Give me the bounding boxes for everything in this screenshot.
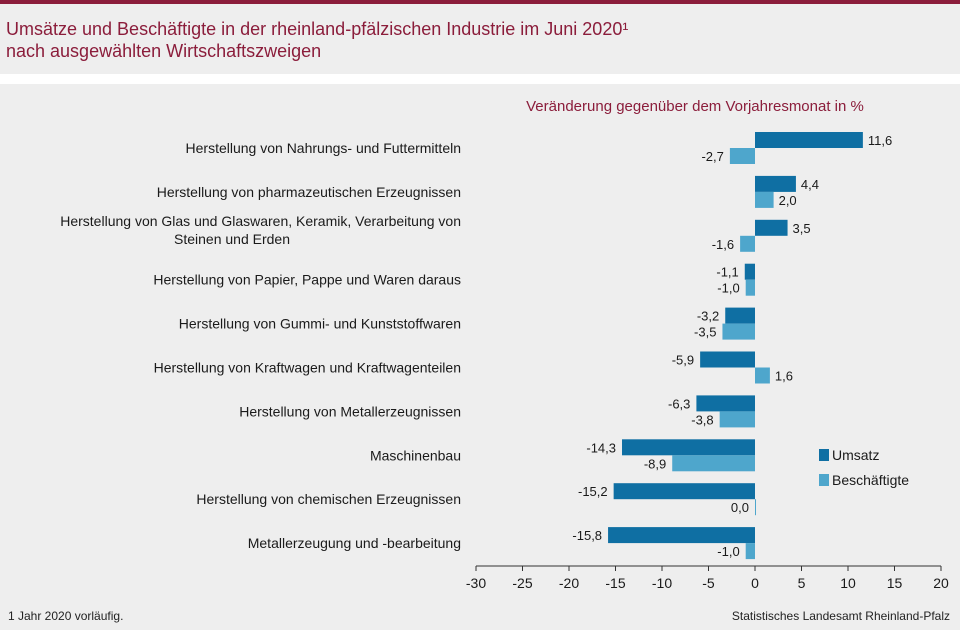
chart-title-line-1: Umsätze und Beschäftigte in der rheinlan… (6, 19, 629, 39)
category-label: Herstellung von Kraftwagen und Kraftwage… (154, 360, 461, 376)
top-accent-bar (0, 0, 960, 4)
bar-beschaeftigte (755, 499, 756, 516)
plot-background (0, 84, 960, 630)
x-tick-label: 20 (933, 575, 949, 591)
bar-umsatz (744, 263, 755, 280)
source-note: Statistisches Landesamt Rheinland-Pfalz (731, 609, 950, 623)
bar-umsatz (700, 351, 755, 368)
legend-swatch (819, 474, 829, 486)
legend-label: Umsatz (832, 447, 879, 463)
x-tick-label: 0 (751, 575, 759, 591)
category-label: Herstellung von Glas und Glaswaren, Kera… (60, 213, 461, 229)
x-tick-label: -15 (605, 575, 625, 591)
bar-umsatz (755, 175, 796, 192)
x-tick-label: -30 (466, 575, 486, 591)
bar-beschaeftigte (755, 367, 770, 384)
data-label: -1,6 (712, 237, 734, 252)
header-divider (0, 74, 960, 84)
legend-label: Beschäftigte (832, 472, 909, 488)
bar-beschaeftigte (672, 455, 755, 472)
chart-title: Umsätze und Beschäftigte in der rheinlan… (6, 18, 628, 62)
category-label: Herstellung von Nahrungs- und Futtermitt… (186, 140, 461, 156)
data-label: -1,1 (716, 265, 738, 280)
bar-beschaeftigte (755, 191, 774, 208)
data-label: -5,9 (672, 353, 694, 368)
bar-beschaeftigte (745, 543, 755, 560)
bar-umsatz (755, 219, 788, 236)
chart-header: Umsätze und Beschäftigte in der rheinlan… (0, 4, 960, 74)
bar-umsatz (622, 439, 755, 456)
x-tick-label: -10 (652, 575, 672, 591)
legend-swatch (819, 449, 829, 461)
category-label: Herstellung von chemischen Erzeugnissen (196, 491, 461, 507)
x-tick-label: -25 (512, 575, 532, 591)
category-label: Metallerzeugung und -bearbeitung (248, 535, 461, 551)
category-label: Herstellung von Metallerzeugnissen (239, 403, 461, 419)
data-label: -15,8 (572, 528, 602, 543)
bar-umsatz (725, 307, 755, 324)
data-label: -3,5 (694, 325, 716, 340)
data-label: -8,9 (644, 456, 666, 471)
bar-beschaeftigte (740, 235, 755, 252)
x-tick-label: -20 (559, 575, 579, 591)
bar-umsatz (613, 483, 755, 500)
chart-title-line-2: nach ausgewählten Wirtschaftszweigen (6, 41, 322, 61)
data-label: 3,5 (793, 221, 811, 236)
bar-beschaeftigte (722, 323, 755, 340)
axis-title: Veränderung gegenüber dem Vorjahresmonat… (526, 98, 864, 115)
category-label: Herstellung von pharmazeutischen Erzeugn… (157, 184, 461, 200)
data-label: -14,3 (586, 440, 616, 455)
data-label: -15,2 (578, 484, 608, 499)
x-tick-label: 15 (887, 575, 903, 591)
bar-umsatz (608, 527, 755, 544)
footnote: 1 Jahr 2020 vorläufig. (8, 609, 124, 623)
data-label: 11,6 (868, 133, 892, 148)
data-label: 2,0 (779, 193, 797, 208)
data-label: -1,0 (717, 281, 739, 296)
data-label: 0,0 (731, 500, 749, 515)
data-label: 1,6 (775, 369, 793, 384)
x-tick-label: -5 (702, 575, 715, 591)
bar-beschaeftigte (745, 279, 755, 296)
category-label: Herstellung von Papier, Pappe und Waren … (153, 272, 461, 288)
category-label: Herstellung von Gummi- und Kunststoffwar… (179, 316, 461, 332)
category-label: Maschinenbau (370, 447, 461, 463)
x-tick-label: 5 (798, 575, 806, 591)
data-label: -3,8 (691, 412, 713, 427)
bar-beschaeftigte (729, 148, 755, 164)
data-label: -1,0 (717, 544, 739, 559)
bar-umsatz (755, 132, 863, 148)
x-tick-label: 10 (840, 575, 856, 591)
data-label: -2,7 (701, 149, 723, 164)
data-label: -3,2 (697, 309, 719, 324)
category-label: Steinen und Erden (174, 231, 290, 247)
bar-beschaeftigte (719, 411, 755, 428)
data-label: 4,4 (801, 177, 819, 192)
data-label: -6,3 (668, 396, 690, 411)
bar-umsatz (696, 395, 755, 412)
